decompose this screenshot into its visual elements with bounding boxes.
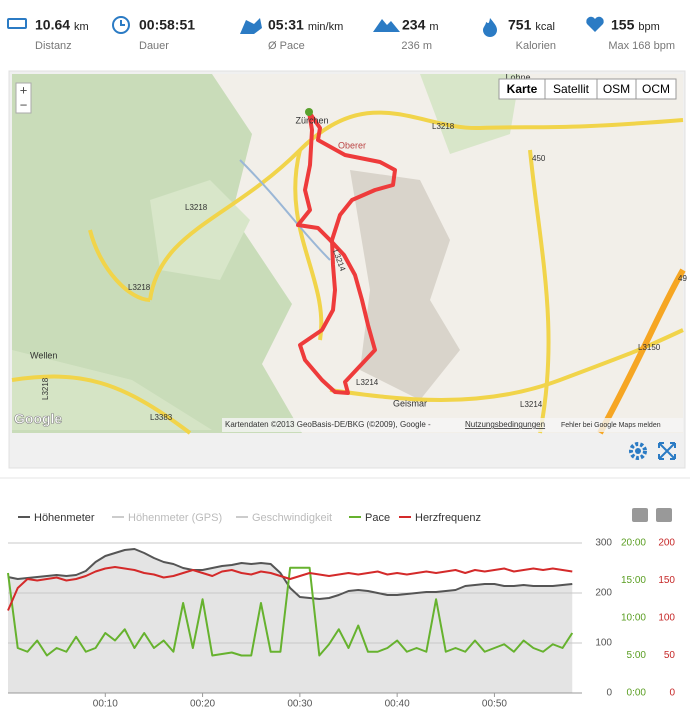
terms-link[interactable]: Nutzungsbedingungen <box>465 420 545 429</box>
series-line <box>7 566 573 611</box>
stat-label: Ø Pace <box>268 40 305 52</box>
road-label: L3218 <box>432 122 455 131</box>
x-tick-label: 00:20 <box>190 699 215 710</box>
place-label: Wellen <box>30 350 57 360</box>
icon-calories <box>483 18 497 37</box>
y2-tick-label: 0:00 <box>627 688 647 699</box>
print-button[interactable] <box>632 508 648 522</box>
stat-unit: km <box>74 21 89 33</box>
icon-pace <box>240 18 262 34</box>
map-type-button[interactable] <box>635 78 677 100</box>
stat-label: 236 m <box>401 40 432 52</box>
stat-value: 10.64 <box>35 17 70 33</box>
icon-distance <box>7 18 27 29</box>
place-label: Oberer <box>338 140 366 150</box>
y2-tick-label: 10:00 <box>621 613 646 624</box>
road-label: L3383 <box>150 413 173 422</box>
map-type-buttons: Karte Satellit OSM OCM <box>498 78 677 100</box>
elevation-area <box>8 549 573 693</box>
y-tick-label: 100 <box>595 638 612 649</box>
svg-text:−: − <box>20 97 28 112</box>
place-label: Geismar <box>393 398 427 408</box>
icon-time <box>112 16 130 34</box>
stat-value: 00:58:51 <box>139 17 195 33</box>
stat-value: 155 <box>611 17 635 33</box>
map-type-label: Karte <box>507 82 538 96</box>
map: Zürchen Wellen Geismar Lohne Oberer L321… <box>11 72 687 435</box>
y2-tick-label: 5:00 <box>627 650 647 661</box>
route <box>296 110 397 395</box>
y3-tick-label: 50 <box>664 650 676 661</box>
road-label: L3150 <box>638 343 661 352</box>
stat-unit: m <box>429 21 438 33</box>
legend-label[interactable]: Herzfrequenz <box>415 512 481 524</box>
stat-value: 05:31 <box>268 17 304 33</box>
stat-label: Dauer <box>139 40 169 52</box>
stat-icons <box>7 16 604 37</box>
legend-label[interactable]: Pace <box>365 512 390 524</box>
attribution: Kartendaten ©2013 GeoBasis-DE/BKG (©2009… <box>225 420 431 429</box>
road-label: L3214 <box>356 378 379 387</box>
chart-tools <box>632 508 672 522</box>
place-label: Zürchen <box>295 115 328 125</box>
map-logo: Google <box>14 411 62 427</box>
zoom-control[interactable] <box>15 82 32 114</box>
x-tick-label: 00:30 <box>287 699 312 710</box>
legend-label[interactable]: Geschwindigkeit <box>252 512 332 524</box>
map-type-label: Satellit <box>553 82 590 96</box>
series-line <box>7 548 573 600</box>
route-start <box>305 108 313 116</box>
y3-tick-label: 0 <box>669 688 675 699</box>
legend-label[interactable]: Höhenmeter <box>34 512 95 524</box>
road-label: 49 <box>678 274 687 283</box>
stat-value: 751 <box>508 17 532 33</box>
stat-label: Kalorien <box>516 40 556 52</box>
y3-tick-label: 100 <box>658 613 675 624</box>
map-tools <box>629 442 676 460</box>
road-label: L3218 <box>128 283 151 292</box>
road-label: L3218 <box>185 203 208 212</box>
x-tick-label: 00:10 <box>93 699 118 710</box>
icon-elevation <box>373 19 400 32</box>
series-line <box>7 566 574 657</box>
map-type-label: OCM <box>642 82 670 96</box>
chart: 0 100 200 300 0:00 5:00 10:00 15:00 20:00 0 50 100 1… <box>7 512 676 710</box>
y-tick-label: 300 <box>595 538 612 549</box>
y-tick-label: 0 <box>606 688 612 699</box>
stat-unit: min/km <box>308 21 343 33</box>
road-label: L3214 <box>520 400 543 409</box>
legend-label[interactable]: Höhenmeter (GPS) <box>128 512 222 524</box>
map-type-label: OSM <box>603 82 630 96</box>
y2-tick-label: 15:00 <box>621 575 646 586</box>
road-label: 450 <box>532 154 546 163</box>
x-tick-label: 00:50 <box>482 699 507 710</box>
stat-label: Distanz <box>35 40 72 52</box>
y-tick-label: 200 <box>595 588 612 599</box>
stat-value: 234 <box>402 17 426 33</box>
icon-heart <box>586 16 604 32</box>
place-label: Lohne <box>505 72 530 82</box>
stat-label: Max 168 bpm <box>608 40 675 52</box>
report-link[interactable]: Fehler bei Google Maps melden <box>561 422 661 429</box>
stat-unit: kcal <box>535 21 555 33</box>
y3-tick-label: 150 <box>658 575 675 586</box>
svg-text:+: + <box>20 82 28 97</box>
fullscreen-button[interactable] <box>658 442 676 460</box>
road-label: L3218 <box>41 377 50 400</box>
settings-button[interactable] <box>629 442 647 460</box>
download-button[interactable] <box>656 508 672 522</box>
x-tick-label: 00:40 <box>385 699 410 710</box>
y2-tick-label: 20:00 <box>621 538 646 549</box>
stat-unit: bpm <box>638 21 659 33</box>
y3-tick-label: 200 <box>658 538 675 549</box>
